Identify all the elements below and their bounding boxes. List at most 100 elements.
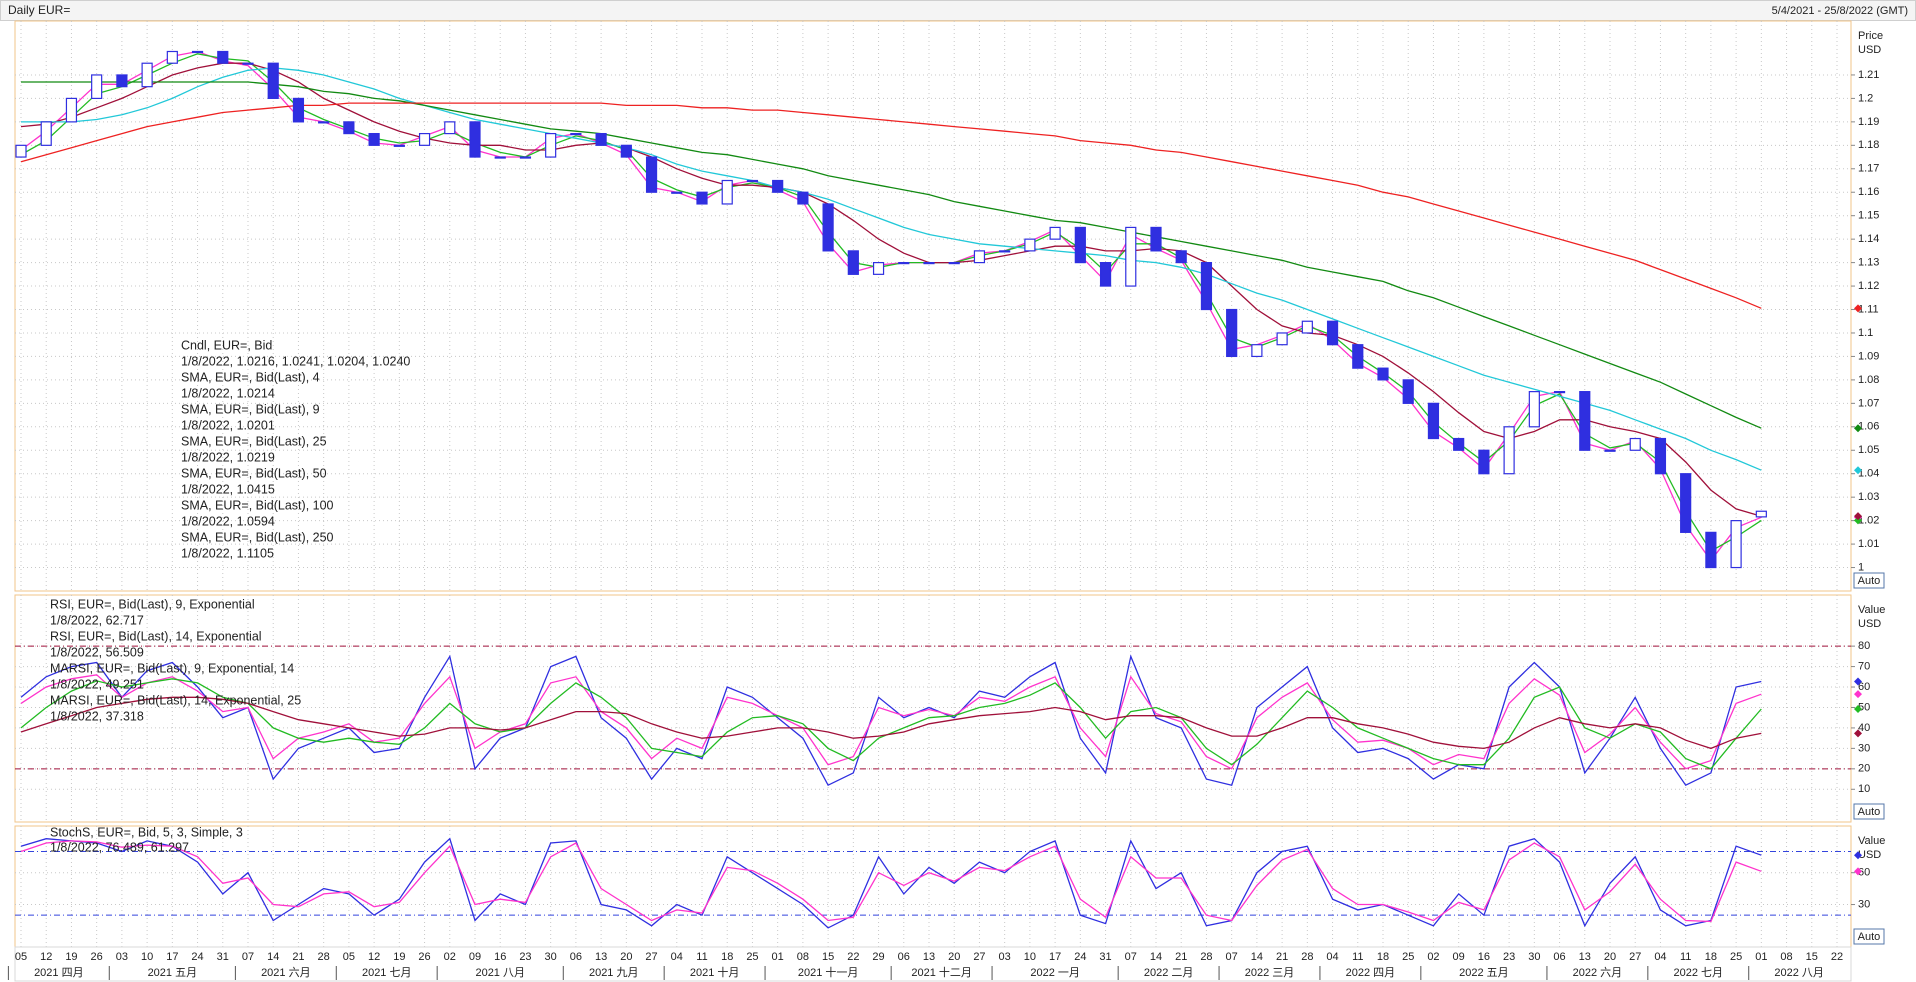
candle — [116, 74, 128, 88]
candle — [1226, 308, 1238, 358]
auto-button-label[interactable]: Auto — [1858, 575, 1881, 587]
x-tick-label: 31 — [1099, 951, 1111, 963]
x-tick-label: 18 — [1377, 951, 1389, 963]
candle — [1377, 367, 1389, 381]
legend-value: 1/8/2022, 1.0216, 1.0241, 1.0204, 1.0240 — [181, 354, 410, 368]
chart-title: Daily EUR= — [8, 3, 70, 17]
x-tick-label: 26 — [418, 951, 430, 963]
x-tick-label: 16 — [1478, 951, 1490, 963]
series-line — [20, 654, 1762, 787]
legend-entry: MARSI, EUR=, Bid(Last), 14, Exponential,… — [50, 693, 301, 707]
series-line — [20, 53, 1762, 552]
x-tick-label: 30 — [545, 951, 557, 963]
candle — [217, 50, 229, 64]
auto-button[interactable] — [1853, 928, 1885, 945]
x-tick-label: 16 — [494, 951, 506, 963]
title-bar — [0, 0, 1916, 21]
candle — [746, 179, 759, 183]
x-tick-label: 01 — [1755, 951, 1767, 963]
candle — [418, 132, 431, 146]
y-tick-label: 30 — [1858, 898, 1870, 910]
candle — [999, 250, 1011, 253]
x-tick-label: 22 — [1831, 951, 1843, 963]
x-tick-label: 21 — [292, 951, 304, 963]
x-tick-label: 22 — [847, 951, 859, 963]
candle — [1024, 238, 1036, 252]
x-tick-label: 11 — [696, 951, 707, 963]
candle — [444, 121, 456, 135]
x-tick-label: 14 — [267, 951, 279, 963]
x-tick-label: 01 — [772, 951, 784, 963]
candle — [368, 132, 380, 146]
x-tick-label: 10 — [1024, 951, 1036, 963]
y-tick-label: 60 — [1858, 867, 1870, 879]
last-value-marker — [1854, 677, 1862, 686]
month-label: 2021 五月 — [148, 967, 198, 979]
auto-button[interactable] — [1853, 803, 1885, 820]
x-tick-label: 04 — [1654, 951, 1666, 963]
month-label: 2022 二月 — [1144, 967, 1194, 979]
candle — [822, 203, 834, 252]
y-tick-label: 1.11 — [1858, 303, 1879, 315]
x-tick-label: 26 — [91, 951, 103, 963]
y-tick-label: 1 — [1858, 561, 1864, 573]
candle — [1276, 332, 1288, 346]
legend-entry: SMA, EUR=, Bid(Last), 4 — [181, 370, 320, 384]
y-tick-label: 1.17 — [1858, 163, 1879, 175]
y-tick-label: 1.08 — [1858, 374, 1879, 386]
legend-entry: SMA, EUR=, Bid(Last), 9 — [181, 402, 320, 416]
series-line — [21, 81, 1762, 429]
candle — [40, 121, 52, 146]
x-tick-label: 28 — [1301, 951, 1313, 963]
candle — [847, 250, 859, 275]
x-tick-label: 09 — [469, 951, 481, 963]
candle — [1125, 226, 1137, 287]
y-axis-label: USD — [1858, 849, 1881, 861]
x-tick-label: 14 — [1251, 951, 1263, 963]
candle — [948, 262, 960, 265]
candle — [772, 179, 784, 193]
x-tick-label: 07 — [1125, 951, 1137, 963]
y-tick-label: 50 — [1858, 701, 1870, 713]
last-value-marker — [1854, 512, 1862, 521]
x-tick-label: 27 — [645, 951, 657, 963]
x-tick-label: 31 — [217, 951, 229, 963]
candle — [65, 97, 78, 123]
x-tick-label: 02 — [444, 951, 456, 963]
y-tick-label: 1.18 — [1858, 139, 1879, 151]
candle — [923, 262, 935, 265]
candle — [1175, 250, 1187, 264]
x-tick-label: 23 — [1503, 951, 1515, 963]
y-tick-label: 1.05 — [1858, 444, 1879, 456]
legend-entry: StochS, EUR=, Bid, 5, 3, Simple, 3 — [50, 825, 243, 839]
date-range: 5/4/2021 - 25/8/2022 (GMT) — [1772, 5, 1908, 17]
auto-button-label[interactable]: Auto — [1858, 931, 1881, 943]
candle — [469, 121, 481, 158]
x-tick-label: 17 — [1049, 951, 1061, 963]
candle — [1553, 391, 1566, 394]
x-tick-label: 19 — [393, 951, 405, 963]
x-tick-label: 20 — [620, 951, 632, 963]
auto-button-label[interactable]: Auto — [1858, 806, 1881, 818]
x-tick-label: 08 — [1780, 951, 1792, 963]
x-tick-label: 07 — [1226, 951, 1238, 963]
x-tick-label: 20 — [948, 951, 960, 963]
candle — [1654, 437, 1667, 475]
candle — [519, 156, 532, 159]
candle — [343, 121, 355, 135]
candle — [973, 250, 986, 264]
last-value-marker — [1854, 304, 1862, 313]
legend-value: 1/8/2022, 37.318 — [50, 709, 144, 723]
x-tick-label: 13 — [1579, 951, 1591, 963]
x-tick-label: 08 — [797, 951, 809, 963]
x-tick-label: 05 — [343, 951, 355, 963]
x-tick-label: 24 — [191, 951, 203, 963]
x-tick-label: 10 — [141, 951, 153, 963]
auto-button[interactable] — [1853, 572, 1885, 589]
candle — [1150, 226, 1162, 252]
candle — [1528, 391, 1540, 428]
x-tick-label: 17 — [166, 951, 178, 963]
legend-value: 1/8/2022, 1.0201 — [181, 418, 275, 432]
legend-entry: SMA, EUR=, Bid(Last), 25 — [181, 434, 327, 448]
candle — [645, 156, 658, 193]
